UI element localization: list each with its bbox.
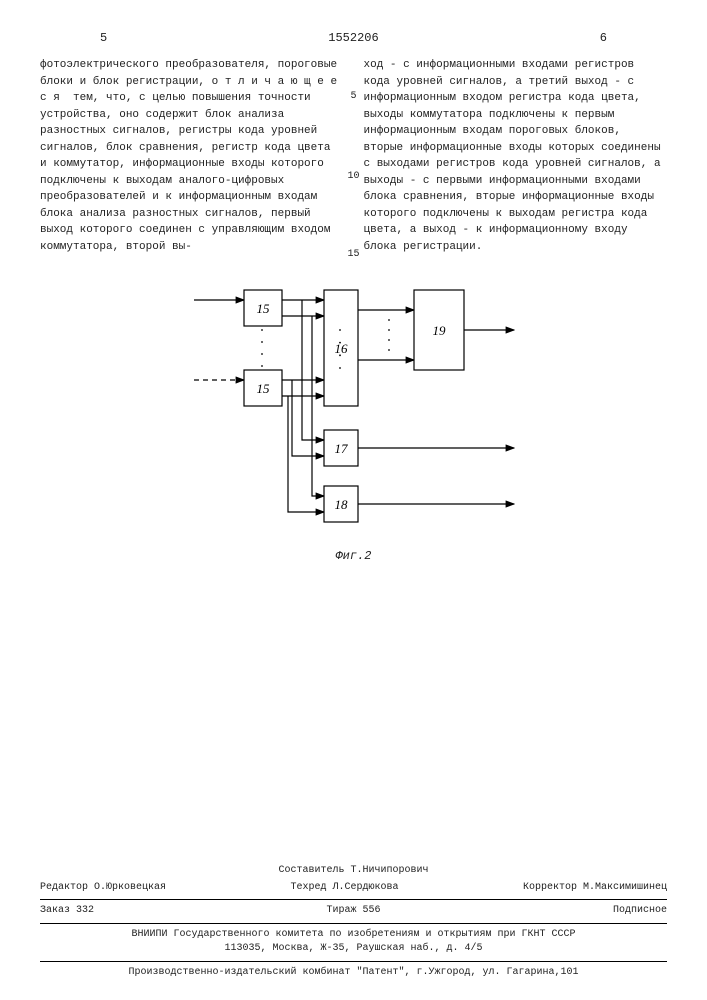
compiler: Составитель Т.Ничипорович [278,865,428,876]
corrector: Корректор М.Максимишинец [523,881,667,896]
line-marker: 5 [350,90,356,105]
editor: Редактор О.Юрковецкая [40,881,166,896]
production: Производственно-издательский комбинат "П… [40,966,667,981]
doc-number: 1552206 [40,30,667,47]
svg-text:15: 15 [256,381,270,396]
org-addr: 113035, Москва, Ж-35, Раушская наб., д. … [40,942,667,957]
subscribed: Подписное [613,904,667,919]
svg-text:18: 18 [334,497,348,512]
svg-text:19: 19 [432,323,446,338]
line-marker: 15 [347,248,359,263]
svg-text:16: 16 [334,341,348,356]
svg-text:17: 17 [334,441,348,456]
column-right: ход - с информационными входами регистро… [364,57,668,255]
page-no-right: 6 [600,30,607,47]
imprint-footer: Составитель Т.Ничипорович Редактор О.Юрк… [40,864,667,980]
svg-text:15: 15 [256,301,270,316]
techred: Техред Л.Сердюкова [290,881,398,896]
order: Заказ 332 [40,904,94,919]
text-columns: фотоэлектрического преобразователя, поро… [40,57,667,255]
org: ВНИИПИ Государственного комитета по изоб… [40,928,667,943]
page-no-left: 5 [100,30,107,47]
figure-caption: Фиг.2 [40,548,667,565]
line-marker: 10 [347,170,359,185]
column-left: фотоэлектрического преобразователя, поро… [40,57,344,255]
figure-2-diagram: 15 15 16 17 18 19 Фиг.2 [40,270,667,565]
circulation: Тираж 556 [326,904,380,919]
